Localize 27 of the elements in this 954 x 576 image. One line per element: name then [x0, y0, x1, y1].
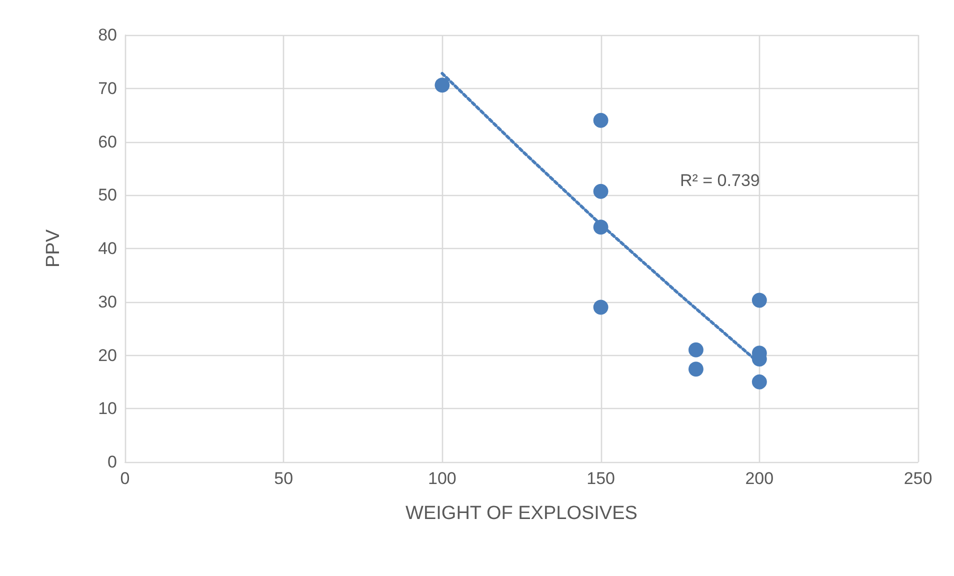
x-tick-label: 150 — [586, 469, 615, 488]
y-tick-label: 10 — [98, 399, 117, 418]
y-tick-label: 80 — [98, 26, 117, 44]
y-tick-label: 50 — [98, 186, 117, 205]
x-tick-label: 50 — [274, 469, 294, 488]
point — [752, 292, 767, 308]
y-tick-label: 0 — [108, 452, 117, 472]
y-tick-label: 20 — [98, 346, 117, 365]
y-tick-label: 70 — [98, 78, 117, 98]
point — [593, 184, 608, 199]
y-tick-label: 60 — [98, 132, 117, 152]
point — [688, 362, 704, 377]
x-tick-label: 0 — [120, 469, 130, 488]
y-axis-title: PPV — [43, 229, 64, 268]
point — [752, 374, 767, 390]
x-tick-label: 250 — [904, 469, 932, 488]
y-tick-label: 40 — [98, 239, 117, 258]
x-tick-label: 100 — [428, 469, 456, 488]
y-tick-label: 30 — [98, 292, 117, 312]
annotation: R² = 0.739 — [680, 171, 760, 190]
point — [593, 300, 608, 315]
point — [688, 342, 704, 358]
x-tick-label: 200 — [745, 469, 774, 488]
point — [434, 78, 450, 93]
point — [593, 220, 608, 235]
point — [593, 112, 608, 128]
x-axis-title: WEIGHT OF EXPLOSIVES — [406, 503, 638, 524]
